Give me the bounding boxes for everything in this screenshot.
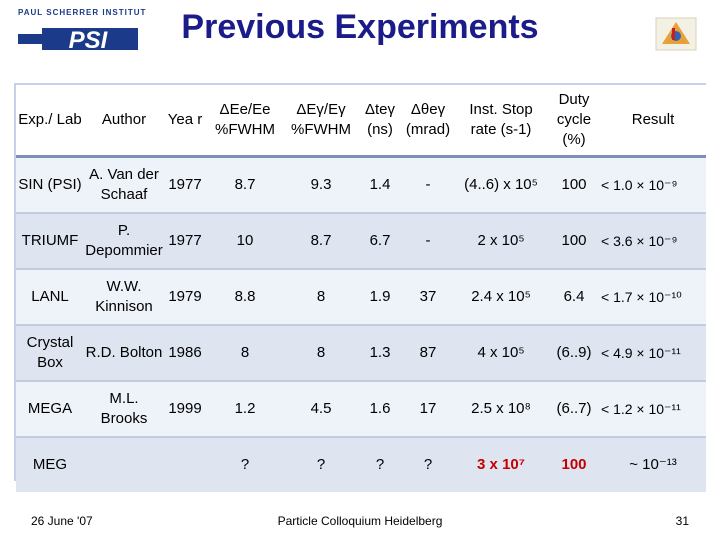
cell-author: W.W. Kinnison [84,269,164,326]
cell-electron-resolution: 8.8 [206,269,284,326]
cell-angle: - [402,213,454,270]
cell-timing: ? [358,437,402,492]
table-row: LANL W.W. Kinnison 1979 8.8 8 1.9 37 2.4… [16,269,706,326]
cell-author [84,437,164,492]
footer-date: 26 June '07 [31,514,93,528]
cell-angle: ? [402,437,454,492]
cell-electron-resolution: ? [206,437,284,492]
cell-author: R.D. Bolton [84,325,164,382]
psi-logo: PAUL SCHERRER INSTITUT PSI [18,8,145,58]
cell-lab: MEG [16,437,84,492]
cell-timing: 1.3 [358,325,402,382]
cell-angle: 87 [402,325,454,382]
cell-result: < 4.9 × 10⁻¹¹ [600,325,706,382]
col-header-timing: Δteγ (ns) [358,85,402,158]
cell-electron-resolution: 8.7 [206,156,284,214]
col-header-year: Yea r [164,85,206,158]
cell-lab: MEGA [16,381,84,438]
cell-author: P. Depommier [84,213,164,270]
cell-electron-resolution: 8 [206,325,284,382]
cell-duty-cycle: 6.4 [548,269,600,326]
logo-text: PSI [69,27,109,54]
cell-gamma-resolution: 8 [284,269,358,326]
institute-label: PAUL SCHERRER INSTITUT [18,8,147,17]
table-row: MEG ? ? ? ? 3 x 10⁷ 100 ~ 10⁻¹³ [16,437,706,492]
cell-timing: 6.7 [358,213,402,270]
cell-timing: 1.9 [358,269,402,326]
cell-result: < 3.6 × 10⁻⁹ [600,213,706,270]
cell-gamma-resolution: 8.7 [284,213,358,270]
col-header-angle: Δθeγ (mrad) [402,85,454,158]
cell-angle: 37 [402,269,454,326]
cell-stop-rate: 2.5 x 10⁸ [454,381,548,438]
cell-year: 1977 [164,156,206,214]
cell-stop-rate: (4..6) x 10⁵ [454,156,548,214]
experiments-table: Exp./ Lab Author Yea r ΔEe/Ee %FWHM ΔEγ/… [14,83,706,492]
cell-duty-cycle: (6..9) [548,325,600,382]
col-header-stop-rate: Inst. Stop rate (s-1) [454,85,548,158]
cell-lab: Crystal Box [16,325,84,382]
cell-gamma-resolution: 9.3 [284,156,358,214]
meg-logo-icon [655,17,697,51]
cell-lab: TRIUMF [16,213,84,270]
cell-author: A. Van der Schaaf [84,156,164,214]
col-header-gamma-resolution: ΔEγ/Eγ %FWHM [284,85,358,158]
col-header-duty-cycle: Duty cycle (%) [548,85,600,158]
col-header-electron-resolution: ΔEe/Ee %FWHM [206,85,284,158]
cell-duty-cycle: 100 [548,213,600,270]
cell-angle: - [402,156,454,214]
cell-timing: 1.6 [358,381,402,438]
cell-electron-resolution: 1.2 [206,381,284,438]
cell-duty-cycle: 100 [548,156,600,214]
cell-duty-cycle: 100 [548,437,600,492]
cell-year: 1999 [164,381,206,438]
table-row: MEGA M.L. Brooks 1999 1.2 4.5 1.6 17 2.5… [16,381,706,438]
cell-angle: 17 [402,381,454,438]
cell-stop-rate: 2 x 10⁵ [454,213,548,270]
cell-lab: LANL [16,269,84,326]
table-row: TRIUMF P. Depommier 1977 10 8.7 6.7 - 2 … [16,213,706,270]
cell-stop-rate: 3 x 10⁷ [454,437,548,492]
page-title: Previous Experiments [181,8,539,46]
page-number: 31 [675,514,689,528]
cell-author: M.L. Brooks [84,381,164,438]
table-row: SIN (PSI) A. Van der Schaaf 1977 8.7 9.3… [16,156,706,214]
cell-gamma-resolution: ? [284,437,358,492]
cell-year: 1986 [164,325,206,382]
footer-event: Particle Colloquium Heidelberg [277,514,443,528]
cell-stop-rate: 2.4 x 10⁵ [454,269,548,326]
col-header-lab: Exp./ Lab [16,85,84,158]
cell-result: < 1.0 × 10⁻⁹ [600,156,706,214]
col-header-result: Result [600,85,706,158]
col-header-author: Author [84,85,164,158]
cell-electron-resolution: 10 [206,213,284,270]
cell-result: < 1.7 × 10⁻¹⁰ [600,269,706,326]
cell-lab: SIN (PSI) [16,156,84,214]
psi-logo-mark: PSI [18,24,142,54]
cell-stop-rate: 4 x 10⁵ [454,325,548,382]
cell-timing: 1.4 [358,156,402,214]
cell-gamma-resolution: 8 [284,325,358,382]
cell-result: < 1.2 × 10⁻¹¹ [600,381,706,438]
cell-year: 1979 [164,269,206,326]
cell-year: 1977 [164,213,206,270]
cell-year [164,437,206,492]
cell-duty-cycle: (6..7) [548,381,600,438]
cell-gamma-resolution: 4.5 [284,381,358,438]
table-row: Crystal Box R.D. Bolton 1986 8 8 1.3 87 … [16,325,706,382]
cell-result: ~ 10⁻¹³ [600,437,706,492]
